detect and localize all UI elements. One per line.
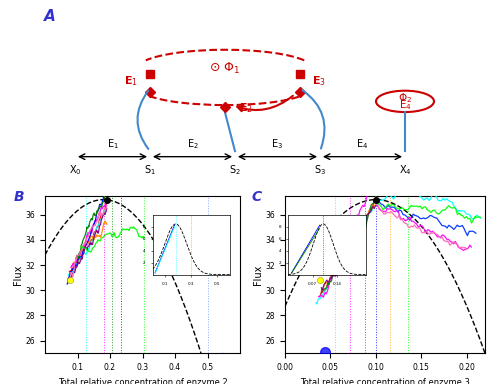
Text: E$_2$: E$_2$ [186,137,198,151]
Text: X$_{4}$: X$_{4}$ [398,163,411,177]
Text: E$_2$: E$_2$ [239,101,253,115]
Text: E$_3$: E$_3$ [312,74,326,88]
Text: X$_{0}$: X$_{0}$ [68,163,82,177]
Text: S$_{2}$: S$_{2}$ [229,163,241,177]
Y-axis label: Flux: Flux [253,264,263,285]
Text: A: A [44,9,56,24]
Text: E$_3$: E$_3$ [272,137,283,151]
Text: E$_4$: E$_4$ [398,98,411,112]
Text: E$_4$: E$_4$ [356,137,368,151]
Text: E$_1$: E$_1$ [124,74,138,88]
Text: $\odot$ $\Phi_1$: $\odot$ $\Phi_1$ [210,61,240,76]
X-axis label: Total relative concentration of enzyme 2: Total relative concentration of enzyme 2 [58,377,228,384]
Text: S$_{1}$: S$_{1}$ [144,163,156,177]
Text: E$_1$: E$_1$ [106,137,118,151]
Text: $\Phi_2$: $\Phi_2$ [398,91,412,105]
Y-axis label: Flux: Flux [13,264,23,285]
Text: C: C [251,190,261,204]
Text: S$_{3}$: S$_{3}$ [314,163,326,177]
X-axis label: Total relative concentration of enzyme 3: Total relative concentration of enzyme 3 [300,377,470,384]
Text: B: B [14,190,24,204]
